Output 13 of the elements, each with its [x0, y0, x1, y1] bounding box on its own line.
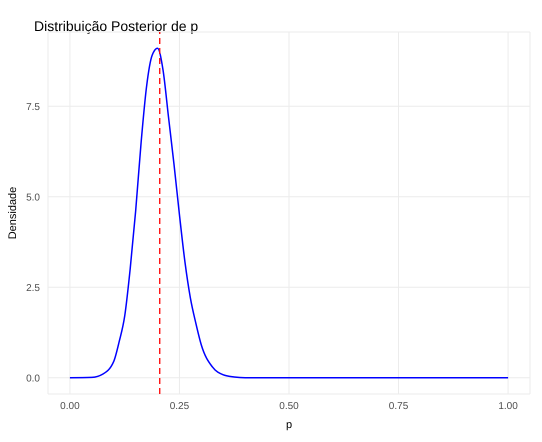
x-tick-label: 0.75 — [388, 401, 409, 412]
x-tick-label: 1.00 — [498, 401, 518, 412]
x-axis-title: p — [286, 419, 292, 431]
y-tick-label: 5.0 — [26, 192, 40, 204]
y-tick-label: 0.0 — [26, 373, 40, 384]
chart-title: Distribuição Posterior de p — [34, 18, 198, 34]
y-tick-label: 7.5 — [26, 102, 40, 113]
y-tick-label: 2.5 — [26, 282, 40, 294]
x-tick-label: 0.50 — [279, 401, 300, 412]
x-tick-label: 0.00 — [60, 401, 80, 412]
x-tick-label: 0.25 — [170, 401, 190, 412]
line-series — [69, 48, 509, 378]
y-axis-title: Densidade — [6, 186, 19, 240]
